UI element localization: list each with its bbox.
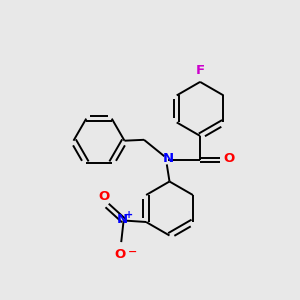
Text: O: O — [115, 248, 126, 260]
Text: O: O — [98, 190, 110, 202]
Text: O: O — [224, 152, 235, 166]
Text: N: N — [162, 152, 174, 166]
Text: F: F — [196, 64, 205, 77]
Text: −: − — [128, 247, 137, 256]
Text: +: + — [125, 210, 133, 220]
Text: N: N — [117, 213, 128, 226]
